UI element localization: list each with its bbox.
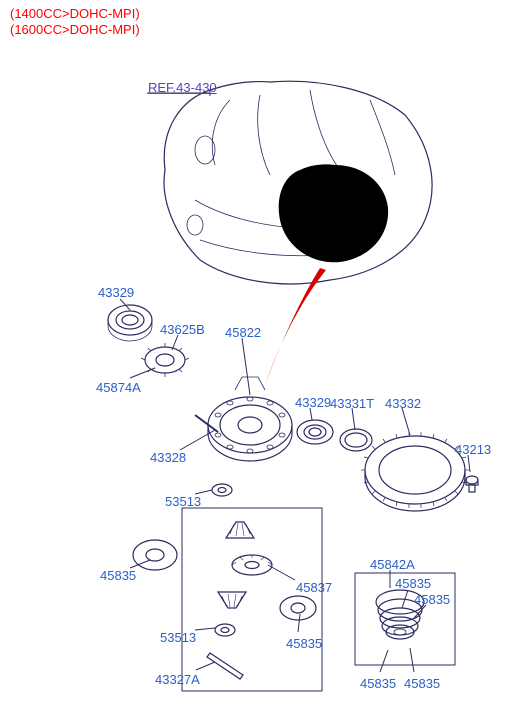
part-label-43327A[interactable]: 43327A — [155, 672, 200, 687]
part-label-53513[interactable]: 53513 — [165, 494, 201, 509]
part-label-45874A[interactable]: 45874A — [96, 380, 141, 395]
bearing-right — [297, 420, 333, 444]
part-label-45842A[interactable]: 45842A — [370, 557, 415, 572]
part-label-45835[interactable]: 45835 — [100, 568, 136, 583]
header-line-2: (1600CC>DOHC-MPI) — [10, 22, 140, 37]
callout-arrow — [265, 268, 326, 385]
pinion-gears-box — [182, 508, 322, 691]
part-label-45835[interactable]: 45835 — [286, 636, 322, 651]
part-label-45837[interactable]: 45837 — [296, 580, 332, 595]
reference-label[interactable]: REF.43-430 — [148, 80, 217, 95]
housing — [164, 81, 432, 385]
pin — [195, 415, 218, 432]
spacer-ring — [340, 429, 372, 451]
part-label-45835[interactable]: 45835 — [414, 592, 450, 607]
part-label-45835[interactable]: 45835 — [360, 676, 396, 691]
washer-left — [133, 540, 177, 570]
part-label-53513[interactable]: 53513 — [160, 630, 196, 645]
ring-gear — [361, 432, 469, 511]
bearing-upper — [108, 305, 152, 341]
highlight-region — [279, 164, 388, 262]
part-label-45822[interactable]: 45822 — [225, 325, 261, 340]
header-line-1: (1400CC>DOHC-MPI) — [10, 6, 140, 21]
part-label-43329[interactable]: 43329 — [98, 285, 134, 300]
part-label-43331T[interactable]: 43331T — [330, 396, 374, 411]
part-label-43328[interactable]: 43328 — [150, 450, 186, 465]
part-label-43332[interactable]: 43332 — [385, 396, 421, 411]
bolt — [466, 476, 478, 492]
part-label-43329[interactable]: 43329 — [295, 395, 331, 410]
washer-upper — [212, 484, 232, 496]
part-label-45835[interactable]: 45835 — [395, 576, 431, 591]
part-label-43625B[interactable]: 43625B — [160, 322, 205, 337]
part-label-45835[interactable]: 45835 — [404, 676, 440, 691]
differential-case — [208, 377, 292, 461]
gear-small — [141, 343, 189, 377]
parts-diagram — [0, 0, 532, 727]
part-label-43213[interactable]: 43213 — [455, 442, 491, 457]
